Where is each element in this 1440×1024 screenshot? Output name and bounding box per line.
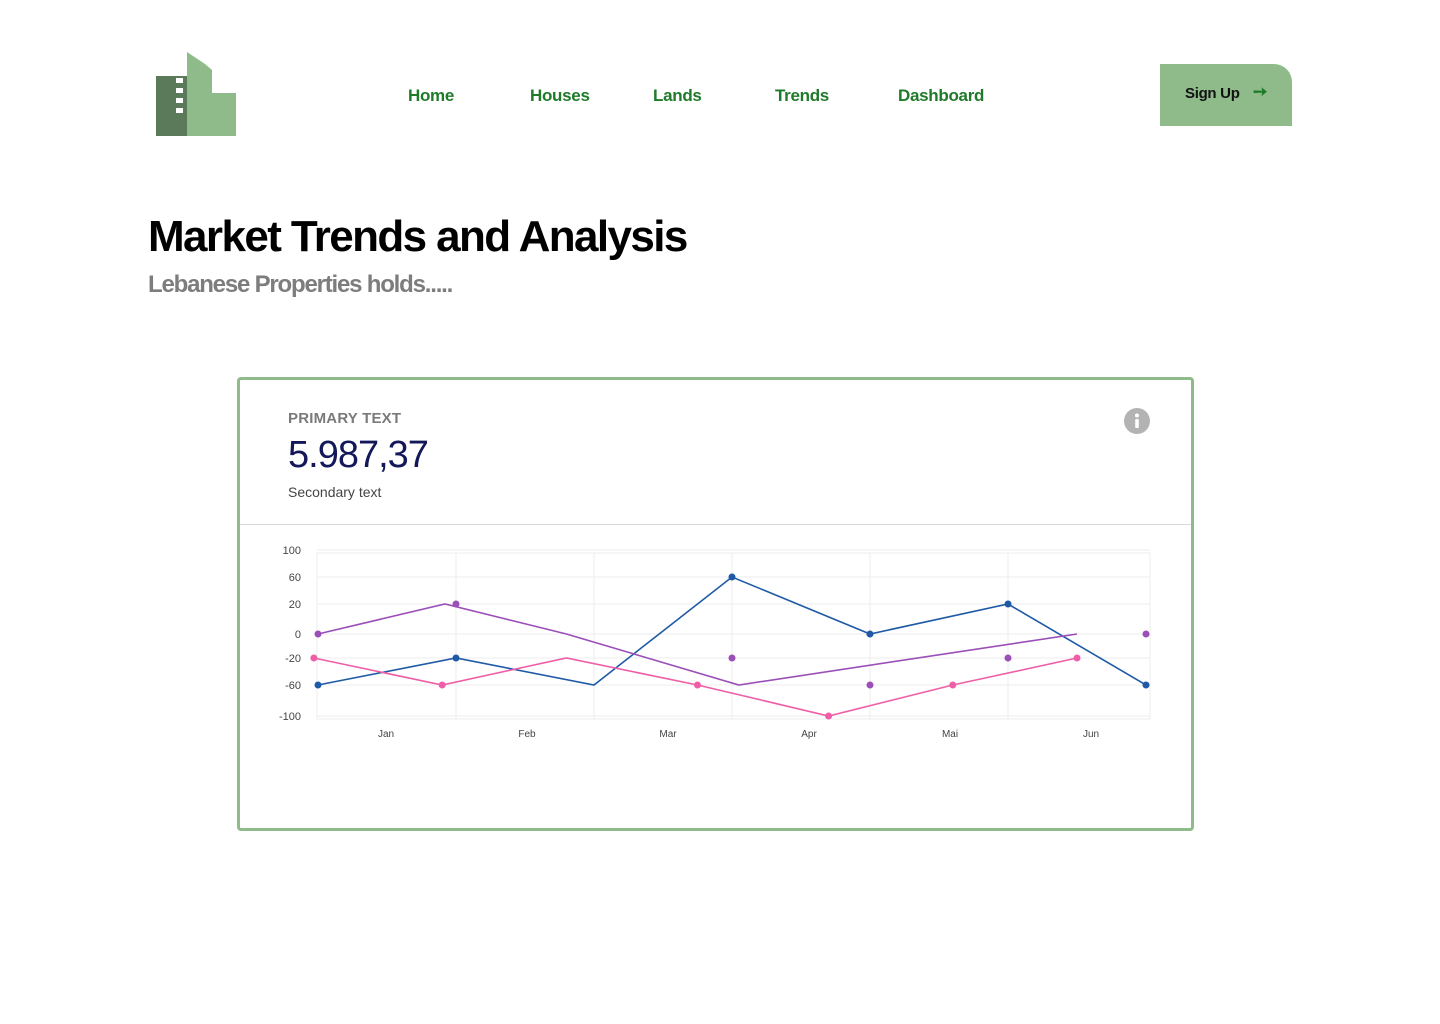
nav-trends[interactable]: Trends — [775, 86, 829, 105]
page-title: Market Trends and Analysis — [148, 212, 688, 261]
series-point — [1142, 630, 1150, 638]
x-tick-label: Jan — [378, 729, 394, 740]
series-point — [728, 573, 736, 581]
y-tick-label: 20 — [289, 599, 301, 611]
x-tick-label: Mar — [659, 729, 677, 740]
series-point — [728, 654, 736, 662]
y-tick-label: 60 — [289, 572, 301, 584]
card-value: 5.987,37 — [288, 434, 429, 476]
series-point — [866, 681, 874, 689]
series-point — [1004, 600, 1012, 608]
series-point — [866, 630, 874, 638]
logo[interactable] — [154, 50, 238, 138]
sign-up-label: Sign Up — [1185, 85, 1240, 102]
info-icon[interactable] — [1124, 408, 1150, 434]
series-point — [438, 681, 446, 689]
series-point — [825, 712, 833, 720]
sign-up-button[interactable]: Sign Up ➙ — [1160, 64, 1292, 126]
y-tick-label: -100 — [279, 711, 301, 723]
card-primary-label: PRIMARY TEXT — [288, 410, 402, 427]
nav-dashboard[interactable]: Dashboard — [898, 86, 985, 105]
x-tick-label: Mai — [942, 729, 958, 740]
page-subtitle: Lebanese Properties holds..... — [148, 271, 453, 298]
series-point — [310, 654, 318, 662]
series-point — [694, 681, 701, 689]
arrow-right-icon: ➙ — [1253, 82, 1268, 101]
series-point — [949, 681, 957, 689]
y-tick-label: -60 — [285, 680, 301, 692]
series-point — [452, 600, 460, 608]
card-secondary-text: Secondary text — [288, 484, 382, 500]
x-tick-label: Apr — [801, 729, 817, 740]
y-tick-label: 0 — [295, 629, 301, 641]
series-point — [1142, 681, 1150, 689]
line-chart: 100 60 20 0 -20 -60 -100 Jan Feb Mar Apr Mai Jun — [279, 545, 1151, 740]
card-divider — [240, 524, 1191, 525]
x-tick-label: Feb — [518, 729, 536, 740]
series-line — [317, 603, 1078, 686]
nav-home[interactable]: Home — [408, 86, 455, 105]
series-point — [452, 654, 460, 662]
series-point — [314, 630, 322, 638]
y-tick-label: -20 — [285, 653, 301, 665]
series-point — [1073, 654, 1081, 662]
x-tick-label: Jun — [1083, 729, 1099, 740]
building-icon — [156, 52, 236, 136]
nav-houses[interactable]: Houses — [530, 86, 590, 105]
y-tick-label: 100 — [283, 545, 301, 557]
series-point — [1004, 654, 1012, 662]
nav-lands[interactable]: Lands — [653, 86, 702, 105]
trend-card: PRIMARY TEXT 5.987,37 Secondary text 100… — [237, 377, 1194, 831]
series-point — [314, 681, 322, 689]
